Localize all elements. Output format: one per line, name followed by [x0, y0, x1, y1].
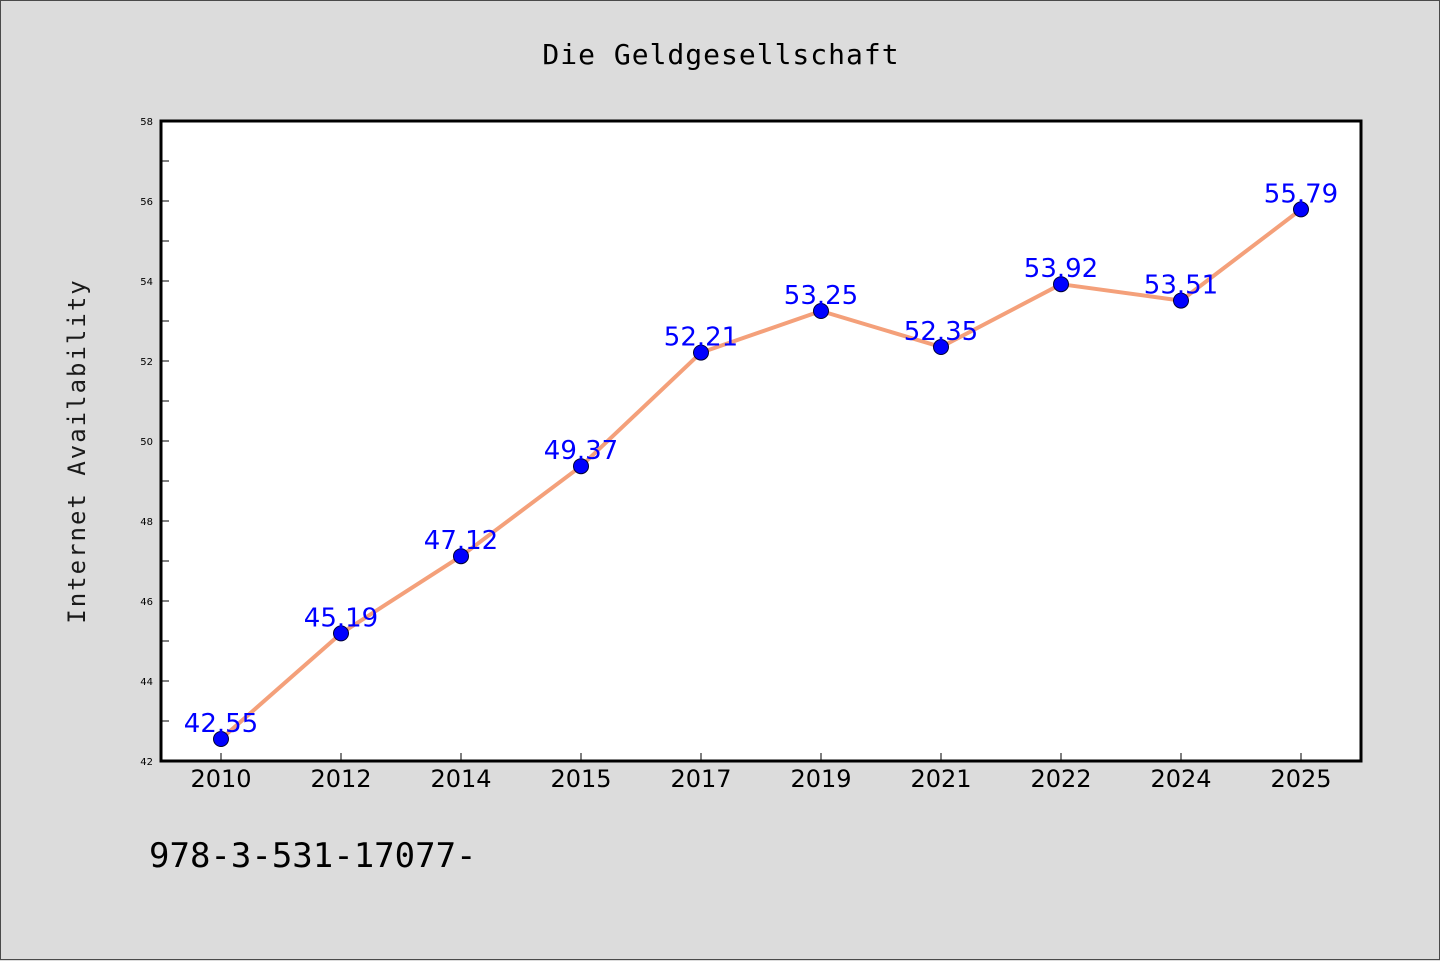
data-point-label: 42.55	[184, 709, 258, 739]
y-tick-label: 52	[140, 357, 153, 368]
data-point-label: 52.21	[664, 323, 738, 353]
y-axis-label: Internet Availability	[63, 278, 91, 623]
data-point-marker	[453, 548, 469, 565]
x-tick-label: 2025	[1270, 765, 1331, 793]
data-point-marker	[1293, 201, 1309, 218]
series-line	[219, 207, 1303, 741]
y-tick-label: 54	[140, 277, 153, 288]
y-tick-label: 56	[140, 197, 153, 208]
x-tick-label: 2021	[910, 765, 971, 793]
y-tick-label: 42	[140, 757, 153, 768]
data-point-label: 47.12	[424, 526, 498, 556]
data-point-marker	[213, 731, 229, 747]
x-tick-label: 2010	[190, 765, 251, 793]
x-tick-label: 2017	[670, 765, 731, 793]
plot-area	[161, 121, 1361, 761]
data-point-label: 53.51	[1144, 271, 1218, 301]
y-tick-label: 50	[140, 437, 153, 448]
plot-frame	[159, 119, 1363, 763]
y-tick-label: 46	[140, 597, 153, 608]
y-tick-label: 58	[140, 117, 153, 128]
x-tick-label: 2024	[1150, 765, 1211, 793]
x-tick-label: 2015	[550, 765, 611, 793]
data-point-label: 55.79	[1264, 179, 1338, 209]
y-tick-label: 44	[140, 677, 153, 688]
data-point-marker	[1053, 276, 1069, 293]
x-tick-label: 2014	[430, 765, 491, 793]
data-point-marker	[573, 458, 589, 475]
x-tick-label: 2012	[310, 765, 371, 793]
data-point-label: 49.37	[544, 436, 618, 466]
data-point-label: 53.92	[1024, 254, 1098, 284]
x-tick-label: 2022	[1030, 765, 1091, 793]
data-point-label: 45.19	[304, 603, 378, 633]
data-point-marker	[333, 625, 349, 642]
data-point-marker	[693, 344, 709, 361]
x-axis: 2010 2012 2014 2015 2017 2019 2021 2022 2024 2025	[190, 753, 1332, 793]
x-tick-label: 2019	[790, 765, 851, 793]
footer-isbn-text: 978-3-531-17077-	[149, 836, 477, 876]
data-point-label: 53.25	[784, 281, 858, 311]
data-point-marker	[933, 339, 949, 355]
y-tick-label: 48	[140, 517, 153, 528]
y-axis: 42 44 46 48 50 52 54 56 58	[140, 117, 169, 768]
chart-title: Die Geldgesellschaft	[542, 38, 899, 71]
series-line-group: 42.55 45.19 47.12 49.37 52.21 53.25 52.35 53.92…	[184, 179, 1338, 747]
data-point-marker	[1173, 292, 1189, 309]
data-point-marker	[813, 303, 829, 319]
data-point-label: 52.35	[904, 317, 978, 347]
